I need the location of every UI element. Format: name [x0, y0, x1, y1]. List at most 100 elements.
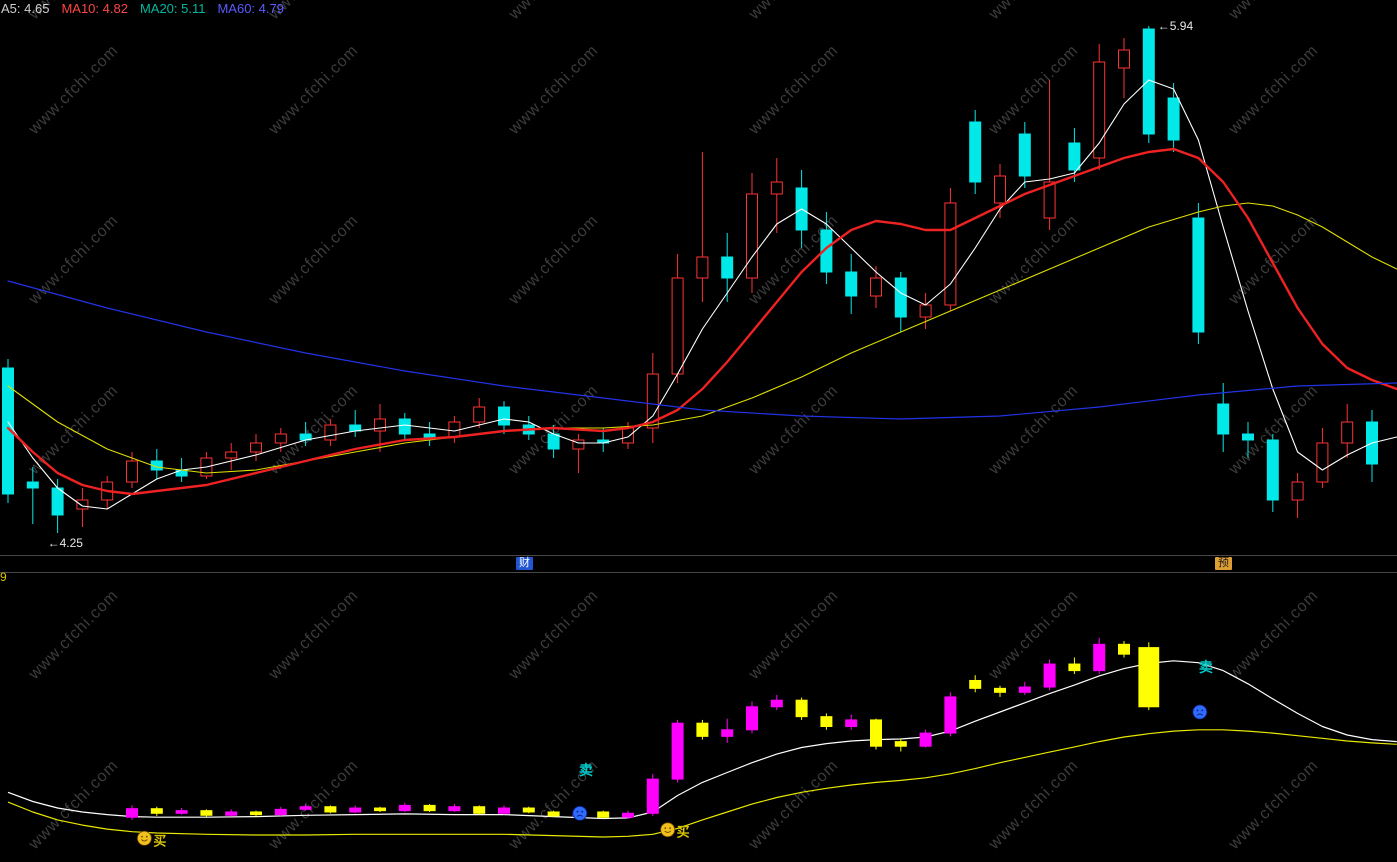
candle-up	[919, 732, 932, 747]
watermark-text: www.cfchi.com	[505, 42, 602, 139]
ma-line-yellow	[7, 202, 1397, 474]
candle-up	[944, 202, 957, 306]
candle-up	[696, 256, 709, 279]
candle-up	[721, 729, 734, 737]
candle-down	[250, 811, 262, 816]
candle-up	[770, 699, 783, 708]
watermark-text: www.cfchi.com	[265, 212, 362, 309]
sell-signal-label: 卖	[579, 762, 593, 778]
candle-up	[498, 807, 510, 814]
watermark-text: www.cfchi.com	[25, 587, 122, 684]
watermark-text: www.cfchi.com	[25, 212, 122, 309]
candle-down	[870, 719, 882, 747]
candle-up	[1043, 663, 1056, 688]
candle-down	[200, 810, 213, 816]
candle-up	[1118, 49, 1130, 69]
candle-down	[994, 687, 1006, 693]
event-flag-financial-report[interactable]: 财	[516, 557, 533, 570]
candle-up	[349, 807, 362, 813]
candle-up	[572, 439, 585, 450]
candle-down	[820, 716, 833, 728]
sub-indicator-partial-label: 9	[0, 570, 7, 584]
candle-up	[1043, 181, 1056, 219]
watermark-text: www.cfchi.com	[265, 757, 362, 854]
candle-down	[374, 807, 386, 812]
candle-up	[398, 804, 411, 812]
candle-down	[1242, 433, 1254, 441]
candle-up	[1291, 481, 1304, 501]
panel-divider-top	[0, 555, 1397, 556]
buy-signal: 买	[677, 825, 690, 840]
watermark-text: www.cfchi.com	[505, 0, 602, 24]
watermark-text: www.cfchi.com	[985, 0, 1082, 24]
watermark-text: www.cfchi.com	[1225, 757, 1322, 854]
sell-face-icon	[1192, 704, 1208, 720]
candle-down	[498, 406, 510, 426]
candle-up	[845, 719, 858, 727]
watermark-text: www.cfchi.com	[1225, 212, 1322, 309]
candle-down	[969, 121, 982, 183]
candle-down	[696, 722, 709, 737]
candle-up	[1316, 442, 1329, 483]
candle-down	[845, 271, 858, 297]
watermark-text: www.cfchi.com	[265, 42, 362, 139]
candle-down	[324, 806, 337, 813]
candle-down	[1138, 647, 1160, 708]
candle-up	[646, 778, 659, 814]
buy-face-icon	[136, 830, 152, 846]
candle-down	[1068, 663, 1081, 672]
candle-down	[150, 808, 163, 814]
watermark-text: www.cfchi.com	[265, 382, 362, 479]
candle-down	[1018, 133, 1031, 177]
candle-up	[1093, 643, 1106, 672]
candle-up	[175, 810, 188, 814]
ma-line-blue	[7, 280, 1397, 420]
candle-down	[398, 418, 411, 435]
watermark-text: www.cfchi.com	[985, 382, 1082, 479]
watermark-text: www.cfchi.com	[985, 757, 1082, 854]
ma-label: A5: 4.65	[1, 1, 50, 16]
sell-signal: 卖	[579, 762, 593, 778]
candle-up	[126, 808, 138, 818]
candle-up	[76, 499, 89, 510]
candle-up	[944, 696, 957, 734]
candle-down	[423, 433, 436, 438]
candle-up	[646, 373, 659, 429]
watermark-text: www.cfchi.com	[1225, 587, 1322, 684]
high-price-annotation: ←5.94	[1158, 19, 1194, 33]
watermark-text: www.cfchi.com	[985, 212, 1082, 309]
candle-up	[374, 418, 386, 432]
buy-signal: 买	[153, 833, 166, 848]
ma-label: MA20: 5.11	[139, 1, 206, 16]
watermark-text: www.cfchi.com	[745, 382, 842, 479]
watermark-text: www.cfchi.com	[745, 0, 842, 24]
ma-line-red	[6, 147, 1397, 496]
candle-up	[299, 806, 312, 810]
candle-down	[1118, 643, 1130, 655]
candle-up	[1018, 686, 1031, 693]
candle-down	[1068, 142, 1081, 171]
candle-up	[994, 175, 1006, 204]
candle-up	[671, 722, 684, 780]
candle-down	[522, 807, 535, 813]
sub-candlestick-series	[126, 637, 1160, 820]
buy-face-icon	[660, 822, 676, 838]
buy-signal-label: 买	[677, 825, 690, 840]
candle-down	[597, 811, 610, 818]
candle-down	[473, 806, 486, 814]
event-flag-forecast[interactable]: 预	[1215, 557, 1232, 570]
candle-up	[746, 706, 758, 731]
candle-down	[26, 481, 39, 489]
ma-indicator-header: A5: 4.65 MA10: 4.82 MA20: 5.11 MA60: 4.79	[1, 1, 296, 16]
candle-up	[770, 181, 783, 195]
watermark-text: www.cfchi.com	[985, 587, 1082, 684]
candle-up	[870, 277, 882, 297]
candle-down	[547, 433, 560, 450]
watermark-text: www.cfchi.com	[25, 757, 122, 854]
candle-down	[894, 277, 907, 318]
watermark-text: www.cfchi.com	[1225, 0, 1322, 24]
candle-down	[1167, 97, 1180, 141]
ma-label: MA10: 4.82	[61, 1, 128, 16]
candle-up	[1093, 61, 1106, 159]
